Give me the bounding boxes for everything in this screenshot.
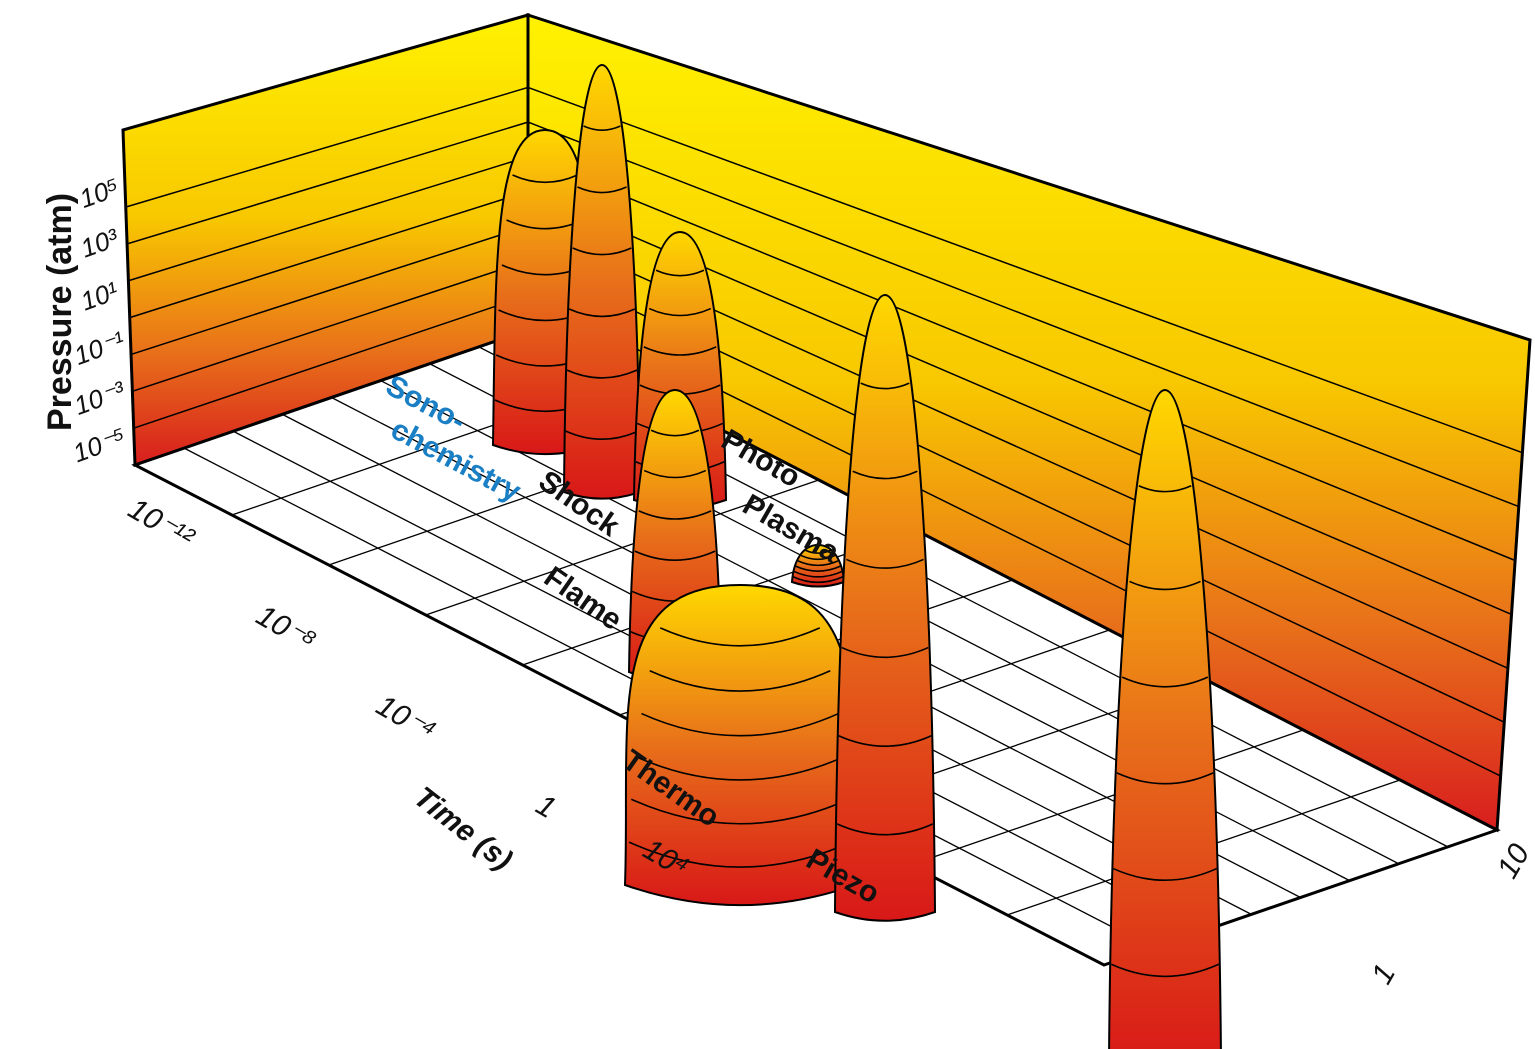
peak-contour: [1112, 867, 1218, 881]
peak-contour: [643, 346, 717, 356]
peak-contour: [852, 470, 918, 480]
peak-contour: [659, 627, 821, 647]
peak-contour: [800, 554, 836, 561]
peak-contour: [630, 798, 850, 825]
tick-label: 10: [1491, 838, 1535, 884]
peak-contour: [1116, 772, 1214, 785]
tick-label: 10⁻⁸: [251, 599, 321, 659]
peak-contour: [512, 174, 578, 184]
peak-contour: [1129, 580, 1201, 591]
peak-contour: [838, 734, 932, 747]
peaks: [491, 63, 1222, 1049]
peak-contour: [797, 560, 839, 567]
peak: [1108, 388, 1222, 1049]
peak-contour: [655, 269, 705, 277]
peak-contour: [792, 575, 844, 584]
peak-contour: [577, 186, 627, 194]
peak-contour: [634, 550, 716, 561]
tick-label: 10⁵: [75, 172, 123, 214]
peak-contour: [841, 646, 929, 659]
axis-label: Pressure (atm): [41, 193, 79, 431]
peak-contour: [795, 565, 841, 573]
peak-contour: [565, 430, 639, 440]
peak-contour: [572, 247, 632, 256]
peak-contour: [643, 469, 707, 479]
wall-line: [126, 121, 1520, 508]
peak: [833, 293, 937, 922]
peak-contour: [628, 841, 852, 868]
axis-label: Time (s): [408, 781, 519, 877]
peak-contour: [650, 429, 700, 437]
tick-label: 10⁻³: [70, 375, 130, 421]
peak-contour: [635, 755, 845, 781]
peak: [623, 583, 857, 907]
tick-label: 10³: [76, 222, 123, 264]
tick-label: 10⁻⁴: [371, 689, 441, 749]
peak-contour: [805, 549, 831, 554]
peak-contour: [638, 510, 712, 520]
peak-contour: [860, 382, 910, 390]
tick-label: 1: [1365, 959, 1402, 990]
wall-line: [125, 86, 1523, 454]
peak-contour: [1110, 963, 1220, 978]
peak-contour: [568, 308, 636, 318]
peak-contour: [846, 558, 924, 569]
peak-contour: [583, 125, 621, 131]
peak-contour: [641, 712, 839, 737]
tick-label: 10⁻¹²: [123, 492, 200, 556]
peak-contour: [1121, 676, 1209, 688]
peak-contour: [648, 307, 712, 317]
tick-label: 1: [530, 788, 561, 825]
peak-contour: [1138, 484, 1192, 493]
peak-contour: [649, 669, 831, 692]
peak-contour: [836, 823, 934, 836]
peak-contour: [566, 369, 638, 379]
peak-contour: [793, 570, 843, 578]
tick-label: 10¹: [76, 275, 122, 316]
